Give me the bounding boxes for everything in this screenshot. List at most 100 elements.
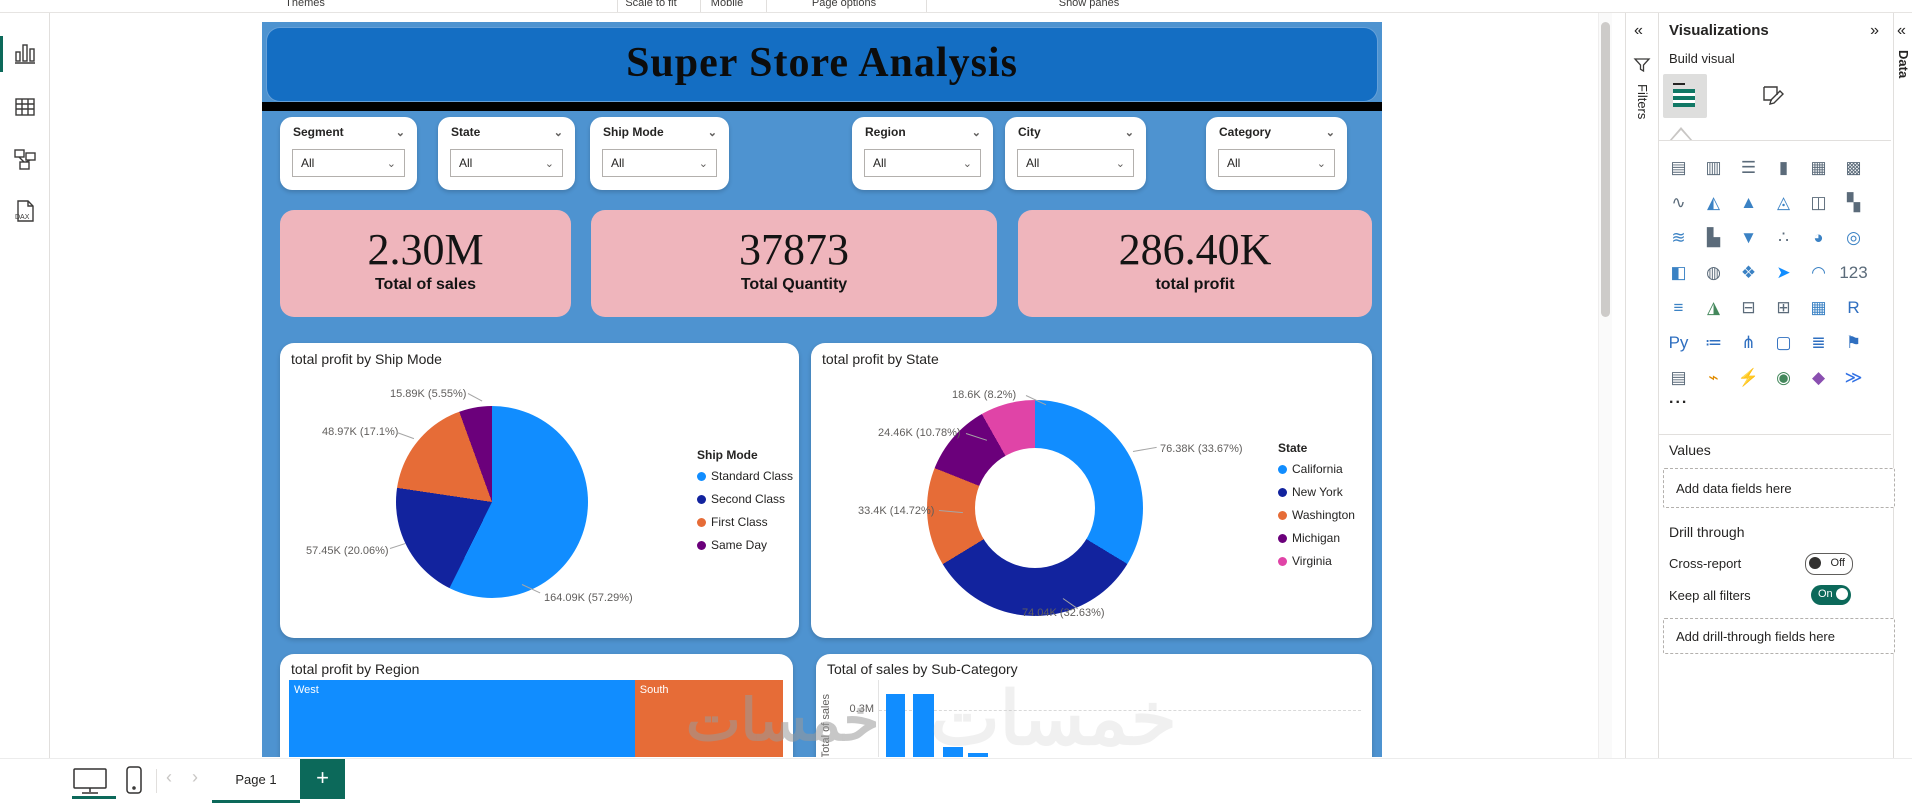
key-influencers-icon[interactable]: ≔ (1705, 333, 1722, 352)
legend-item[interactable]: Washington (1278, 508, 1355, 522)
smart-narrative-icon[interactable]: ≣ (1811, 333, 1826, 352)
scrollbar-thumb[interactable] (1601, 22, 1610, 317)
filled-map-icon[interactable]: ❖ (1740, 263, 1757, 282)
desktop-layout-icon[interactable] (70, 767, 116, 800)
gauge-icon[interactable]: ◠ (1811, 263, 1826, 282)
table-view-icon[interactable] (12, 94, 38, 120)
area-chart-icon[interactable]: ◭ (1706, 193, 1721, 212)
python-visual-icon[interactable]: Py (1668, 333, 1689, 352)
slicer-icon[interactable]: ⊟ (1741, 298, 1756, 317)
ribbon-themes-button[interactable]: Themes (285, 0, 325, 9)
legend-item[interactable]: Same Day (697, 538, 793, 552)
column-bar[interactable] (968, 752, 988, 757)
get-more-visuals-button[interactable]: ... (1669, 390, 1689, 407)
azure-map-icon[interactable]: ➤ (1776, 263, 1791, 282)
keep-all-filters-toggle[interactable]: On (1811, 585, 1851, 605)
slicer-visual[interactable]: Segment ⌄ All ⌄ (280, 117, 417, 190)
ribbon-show-panes-button[interactable]: Show panes (1058, 0, 1120, 9)
stacked-bar-chart-icon[interactable]: ▤ (1670, 158, 1687, 177)
legend-item[interactable]: Standard Class (697, 469, 793, 483)
donut-chart-visual-state[interactable]: total profit by State 18.6K (8.2%) 24.46… (811, 343, 1372, 638)
legend-item[interactable]: Virginia (1278, 554, 1355, 568)
build-visual-tab[interactable] (1663, 74, 1707, 118)
power-apps-icon[interactable]: ◆ (1811, 368, 1826, 387)
chevron-down-icon[interactable]: ⌄ (395, 126, 405, 139)
line-chart-icon[interactable]: ∿ (1671, 193, 1686, 212)
ribbon-chart-icon[interactable]: ≋ (1671, 228, 1686, 247)
matrix-icon[interactable]: ▦ (1810, 298, 1827, 317)
q-and-a-icon[interactable]: ▢ (1775, 333, 1792, 352)
legend-item[interactable]: California (1278, 462, 1355, 476)
drill-through-field-well[interactable]: Add drill-through fields here (1663, 618, 1895, 654)
100-stacked-column-chart-icon[interactable]: ▩ (1845, 158, 1862, 177)
legend-item[interactable]: New York (1278, 485, 1355, 499)
cross-report-toggle[interactable]: Off (1805, 553, 1853, 575)
chevron-down-icon[interactable]: ⌄ (707, 126, 717, 139)
pie-chart-icon[interactable]: ◕ (1813, 228, 1824, 247)
metrics-icon[interactable]: ⚑ (1845, 333, 1862, 352)
funnel-chart-icon[interactable]: ▼ (1740, 228, 1757, 247)
paginated-report-icon[interactable]: ▤ (1670, 368, 1687, 387)
chevron-down-icon[interactable]: ⌄ (1325, 126, 1335, 139)
chevron-down-icon[interactable]: ⌄ (971, 126, 981, 139)
slicer-new-icon[interactable]: ⚡ (1737, 368, 1760, 387)
slicer-dropdown[interactable]: All ⌄ (602, 149, 717, 177)
ribbon-mobile-button[interactable]: Mobile (710, 0, 744, 9)
format-visual-tab[interactable] (1751, 74, 1795, 118)
new-page-button[interactable]: + (300, 759, 345, 799)
bar-chart-visual-region[interactable]: total profit by Region West South (280, 654, 793, 757)
values-field-well[interactable]: Add data fields here (1663, 468, 1895, 508)
legend-item[interactable]: Second Class (697, 492, 793, 506)
filters-pane-label[interactable]: Filters (1635, 84, 1650, 120)
slicer-visual[interactable]: Ship Mode ⌄ All ⌄ (590, 117, 729, 190)
column-bar[interactable] (943, 747, 963, 757)
pie-chart[interactable] (396, 406, 588, 598)
waterfall-chart-icon[interactable]: ▙ (1706, 228, 1721, 247)
donut-chart[interactable] (927, 400, 1143, 616)
map-icon[interactable]: ◍ (1706, 263, 1721, 282)
legend-item[interactable]: Michigan (1278, 531, 1355, 545)
next-page-arrow[interactable]: › (192, 767, 198, 787)
mobile-layout-icon[interactable] (124, 765, 144, 800)
collapse-visualizations-icon[interactable]: » (1870, 22, 1879, 39)
line-and-clustered-column-chart-icon[interactable]: ▚ (1846, 193, 1861, 212)
slicer-dropdown[interactable]: All ⌄ (864, 149, 981, 177)
previous-page-arrow[interactable]: ‹ (166, 767, 172, 787)
slicer-visual[interactable]: Region ⌄ All ⌄ (852, 117, 993, 190)
kpi-card-visual[interactable]: 37873 Total Quantity (591, 210, 997, 317)
expand-filters-icon[interactable]: « (1634, 22, 1643, 39)
slicer-dropdown[interactable]: All ⌄ (450, 149, 563, 177)
dashboard-title-banner[interactable]: Super Store Analysis (266, 27, 1378, 102)
column-bar[interactable] (913, 694, 934, 757)
stacked-column-chart-icon[interactable]: ▥ (1705, 158, 1722, 177)
slicer-visual[interactable]: City ⌄ All ⌄ (1005, 117, 1146, 190)
filter-funnel-icon[interactable] (1633, 56, 1651, 79)
clustered-bar-chart-icon[interactable]: ☰ (1740, 158, 1757, 177)
slicer-visual[interactable]: Category ⌄ All ⌄ (1206, 117, 1347, 190)
100-stacked-bar-chart-icon[interactable]: ▦ (1810, 158, 1827, 177)
data-pane-label[interactable]: Data (1896, 50, 1911, 79)
pie-chart-visual-ship-mode[interactable]: total profit by Ship Mode 15.89K (5.55%)… (280, 343, 799, 638)
kpi-icon[interactable]: ◮ (1706, 298, 1721, 317)
slicer-dropdown[interactable]: All ⌄ (1218, 149, 1335, 177)
100-stacked-area-chart-icon[interactable]: ◬ (1776, 193, 1791, 212)
page-tab[interactable]: Page 1 (212, 759, 300, 803)
ribbon-page-options-button[interactable]: Page options (811, 0, 877, 9)
card-icon[interactable]: 123 (1839, 263, 1868, 282)
column-bar[interactable] (886, 694, 905, 757)
donut-chart-icon[interactable]: ◎ (1846, 228, 1861, 247)
arcgis-map-icon[interactable]: ◉ (1776, 368, 1791, 387)
line-and-stacked-column-chart-icon[interactable]: ◫ (1810, 193, 1827, 212)
kpi-card-visual[interactable]: 286.40K total profit (1018, 210, 1372, 317)
clustered-column-chart-icon[interactable]: ▮ (1778, 158, 1789, 177)
slicer-visual[interactable]: State ⌄ All ⌄ (438, 117, 575, 190)
slicer-dropdown[interactable]: All ⌄ (292, 149, 405, 177)
stacked-area-chart-icon[interactable]: ▲ (1740, 193, 1757, 212)
treemap-icon[interactable]: ◧ (1670, 263, 1687, 282)
scatter-chart-icon[interactable]: ∴ (1778, 228, 1789, 247)
table-icon[interactable]: ⊞ (1776, 298, 1791, 317)
report-view-icon[interactable] (12, 40, 38, 66)
legend-item[interactable]: First Class (697, 515, 793, 529)
bar-segment-south[interactable]: South (634, 680, 783, 757)
column-chart-visual-subcategory[interactable]: Total of sales by Sub-Category Total of … (816, 654, 1372, 757)
